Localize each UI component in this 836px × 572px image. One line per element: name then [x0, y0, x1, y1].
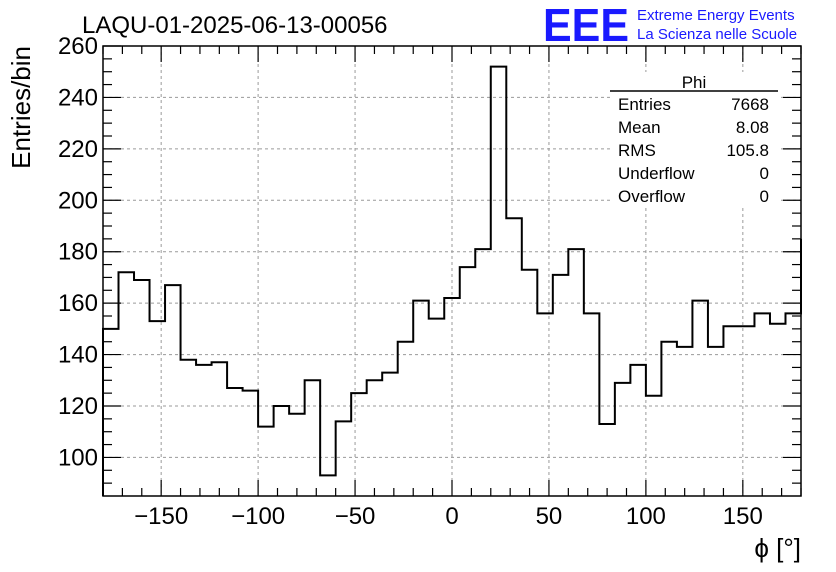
x-tick-label: −50 [335, 503, 376, 530]
y-tick-label: 180 [58, 239, 98, 266]
stats-row-value: 0 [760, 187, 769, 206]
stats-box-background [612, 72, 778, 208]
stats-row-label: Underflow [618, 164, 695, 183]
y-tick-labels: 100 120 140 160 180 200 220 240 260 [58, 33, 98, 471]
chart-title: LAQU-01-2025-06-13-00056 [82, 12, 388, 39]
y-tick-label: 140 [58, 342, 98, 369]
y-axis-label: Entries/bin [6, 46, 36, 169]
x-tick-label: 50 [536, 503, 563, 530]
eee-logo: EEE Extreme Energy Events La Scienza nel… [543, 0, 797, 51]
x-tick-label: −150 [134, 503, 188, 530]
x-tick-label: 150 [723, 503, 763, 530]
y-tick-label: 100 [58, 444, 98, 471]
x-axis-label: ϕ [°] [754, 533, 801, 563]
stats-row-label: RMS [618, 141, 656, 160]
y-tick-label: 260 [58, 33, 98, 60]
stats-box-title: Phi [682, 73, 707, 92]
x-tick-label: −100 [231, 503, 285, 530]
stats-row-label: Overflow [618, 187, 686, 206]
stats-row-label: Entries [618, 95, 671, 114]
y-tick-label: 120 [58, 393, 98, 420]
y-tick-label: 240 [58, 84, 98, 111]
logo-line1: Extreme Energy Events [637, 7, 795, 24]
x-tick-labels: −150 −100 −50 0 50 100 150 [134, 503, 763, 530]
y-tick-label: 220 [58, 136, 98, 163]
axis-ticks [102, 45, 802, 496]
x-tick-label: 0 [445, 503, 458, 530]
stats-rows: Entries 7668 Mean 8.08 RMS 105.8 Underflow 0 Ove… [618, 95, 769, 206]
logo-text: EEE [543, 0, 629, 51]
y-tick-label: 200 [58, 187, 98, 214]
stats-row-value: 0 [760, 164, 769, 183]
stats-row-value: 8.08 [736, 118, 769, 137]
stats-row-value: 7668 [731, 95, 769, 114]
stats-box: Phi Entries 7668 Mean 8.08 RMS 105.8 Underflow… [610, 72, 778, 208]
y-tick-label: 160 [58, 290, 98, 317]
histogram-line [102, 65, 802, 496]
stats-row-value: 105.8 [726, 141, 769, 160]
x-tick-label: 100 [626, 503, 666, 530]
logo-line2: La Scienza nelle Scuole [637, 26, 797, 43]
stats-row-label: Mean [618, 118, 661, 137]
